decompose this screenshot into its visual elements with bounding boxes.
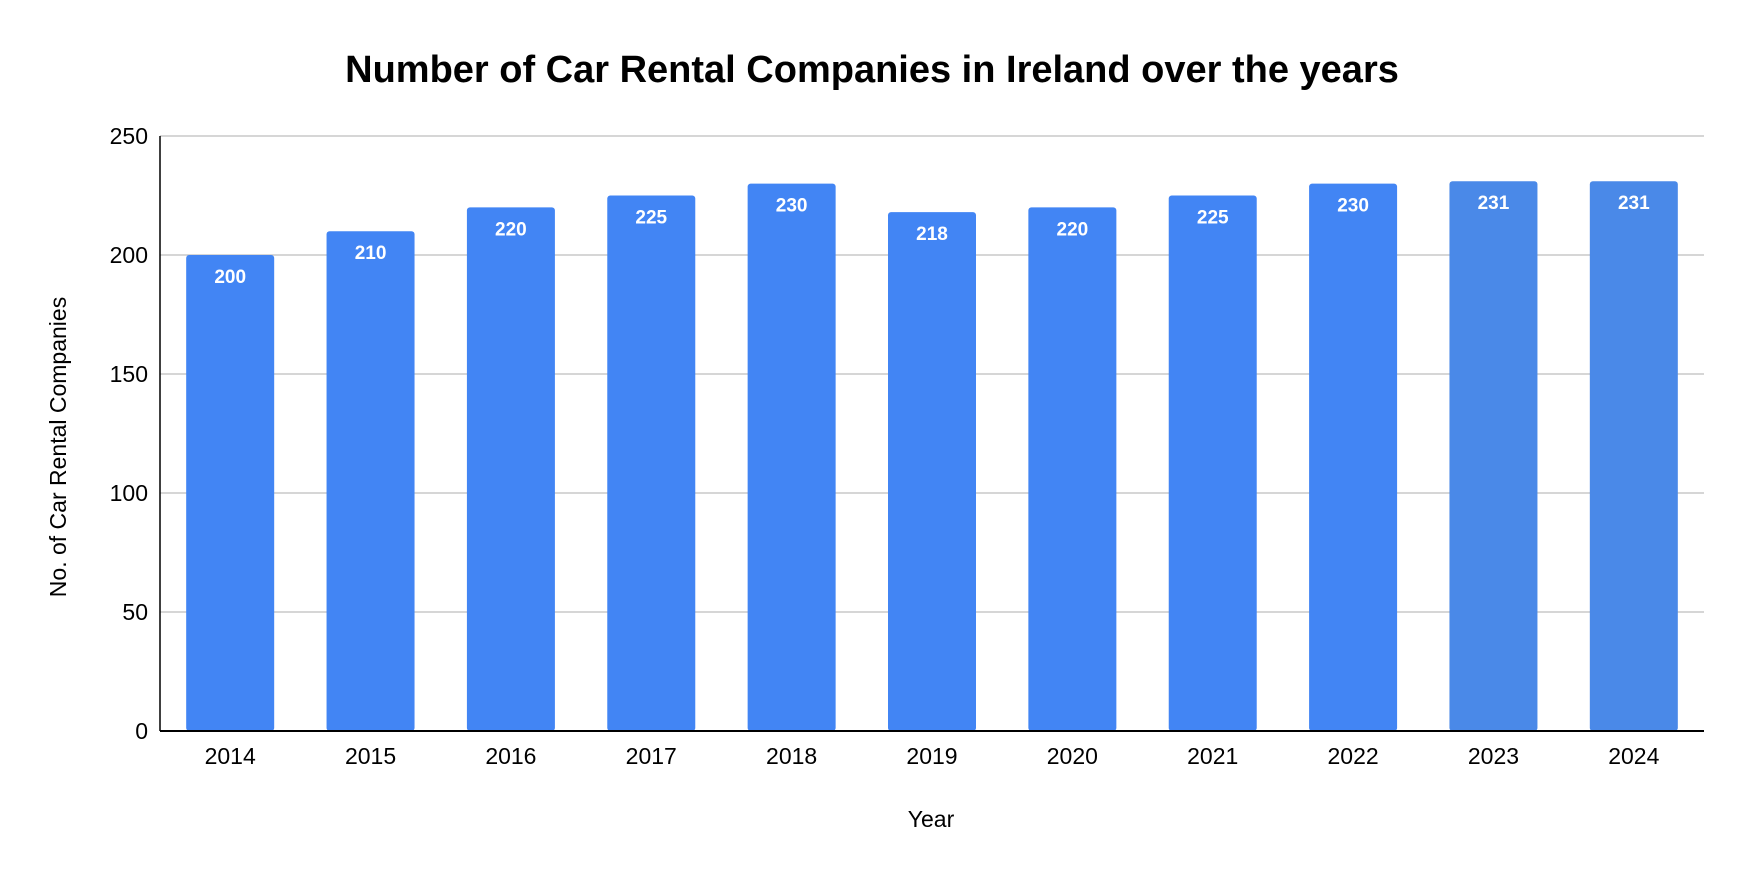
x-tick-label-2021: 2021: [1187, 743, 1238, 769]
bar-2019: [888, 212, 976, 731]
y-axis-title: No. of Car Rental Companies: [45, 297, 71, 597]
y-tick-label: 50: [122, 599, 148, 625]
data-label-2018: 230: [776, 196, 808, 217]
y-tick-label: 150: [110, 361, 148, 387]
x-tick-labels: 2014 2015 2016 2017 2018 2019 2020 2021 2022 2023…: [205, 743, 1660, 769]
bar-2014: [186, 255, 275, 731]
data-label-2015: 210: [355, 243, 387, 264]
x-tick-label-2014: 2014: [205, 743, 256, 769]
data-label-2019: 218: [916, 224, 948, 245]
y-tick-label: 0: [135, 718, 148, 744]
data-label-2020: 220: [1057, 219, 1089, 240]
data-labels: 200 210 220 225 230 218 220 225 230 231 231: [214, 193, 1650, 288]
chart-title: Number of Car Rental Companies in Irelan…: [345, 49, 1399, 91]
x-tick-label-2016: 2016: [485, 743, 536, 769]
data-label-2023: 231: [1478, 193, 1510, 214]
bar-2023: [1449, 181, 1538, 732]
bar-2021: [1168, 195, 1257, 731]
x-tick-label-2018: 2018: [766, 743, 817, 769]
data-label-2017: 225: [635, 208, 667, 229]
data-label-2024: 231: [1618, 193, 1650, 214]
bar-2017: [607, 195, 696, 731]
data-label-2021: 225: [1197, 208, 1229, 229]
x-tick-label-2019: 2019: [906, 743, 957, 769]
bar-2015: [326, 231, 415, 731]
y-tick-label: 100: [110, 480, 148, 506]
x-tick-label-2023: 2023: [1468, 743, 1519, 769]
data-label-2022: 230: [1337, 196, 1369, 217]
bar-2022: [1309, 183, 1398, 732]
data-label-2014: 200: [214, 267, 246, 288]
x-tick-label-2017: 2017: [626, 743, 677, 769]
data-label-2016: 220: [495, 219, 527, 240]
x-axis-title: Year: [908, 806, 955, 832]
bar-2024: [1589, 181, 1678, 732]
bar-2020: [1028, 207, 1117, 731]
y-tick-label: 200: [110, 242, 148, 268]
bar-2018: [747, 183, 836, 732]
bar-2016: [466, 207, 555, 731]
y-tick-labels: 0 50 100 150 200 250: [110, 123, 148, 744]
axes: [159, 136, 1704, 732]
x-tick-label-2024: 2024: [1608, 743, 1659, 769]
x-tick-label-2020: 2020: [1047, 743, 1098, 769]
x-tick-label-2022: 2022: [1328, 743, 1379, 769]
y-tick-label: 250: [110, 123, 148, 149]
x-tick-label-2015: 2015: [345, 743, 396, 769]
bars: [186, 181, 1678, 732]
